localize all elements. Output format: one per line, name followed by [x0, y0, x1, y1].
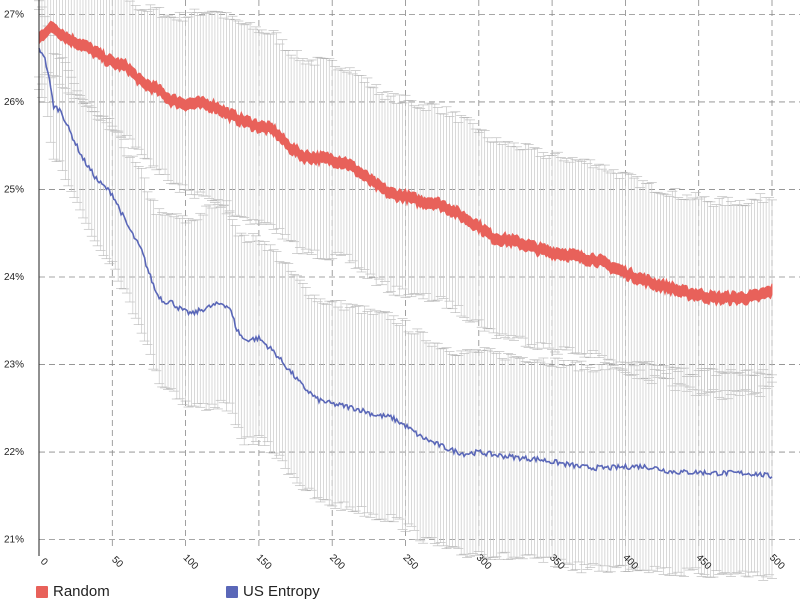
- series-line-us-entropy: [38, 47, 773, 480]
- x-tick-label: 250: [400, 552, 420, 572]
- x-tick-label: 100: [181, 552, 201, 572]
- legend-item-us-entropy: US Entropy: [226, 584, 416, 600]
- x-tick-label: 500: [767, 552, 787, 572]
- y-tick-label: 23%: [4, 360, 24, 371]
- legend-item-random: Random: [36, 584, 226, 600]
- y-tick-label: 22%: [4, 447, 24, 458]
- series-band-random: [38, 20, 773, 307]
- y-tick-label: 27%: [4, 9, 24, 20]
- y-tick-label: 24%: [4, 272, 24, 283]
- y-tick-label: 26%: [4, 97, 24, 108]
- legend-label: Random: [53, 583, 110, 600]
- legend-label: US Entropy: [243, 583, 320, 600]
- series-lines: [38, 20, 773, 480]
- x-tick-label: 0: [38, 556, 50, 568]
- x-tick-label: 200: [327, 552, 347, 572]
- legend-swatch: [36, 586, 48, 598]
- y-tick-label: 21%: [4, 535, 24, 546]
- x-tick-label: 50: [109, 554, 125, 570]
- y-tick-label: 25%: [4, 184, 24, 195]
- legend-swatch: [226, 586, 238, 598]
- y-tick-labels: 21% 22% 23% 24% 25% 26% 27%: [4, 9, 24, 545]
- legend: Random US Entropy: [36, 584, 416, 600]
- x-tick-labels: 0 50 100 150 200 250 300 350 400 450 500: [38, 552, 787, 572]
- x-tick-label: 150: [254, 552, 274, 572]
